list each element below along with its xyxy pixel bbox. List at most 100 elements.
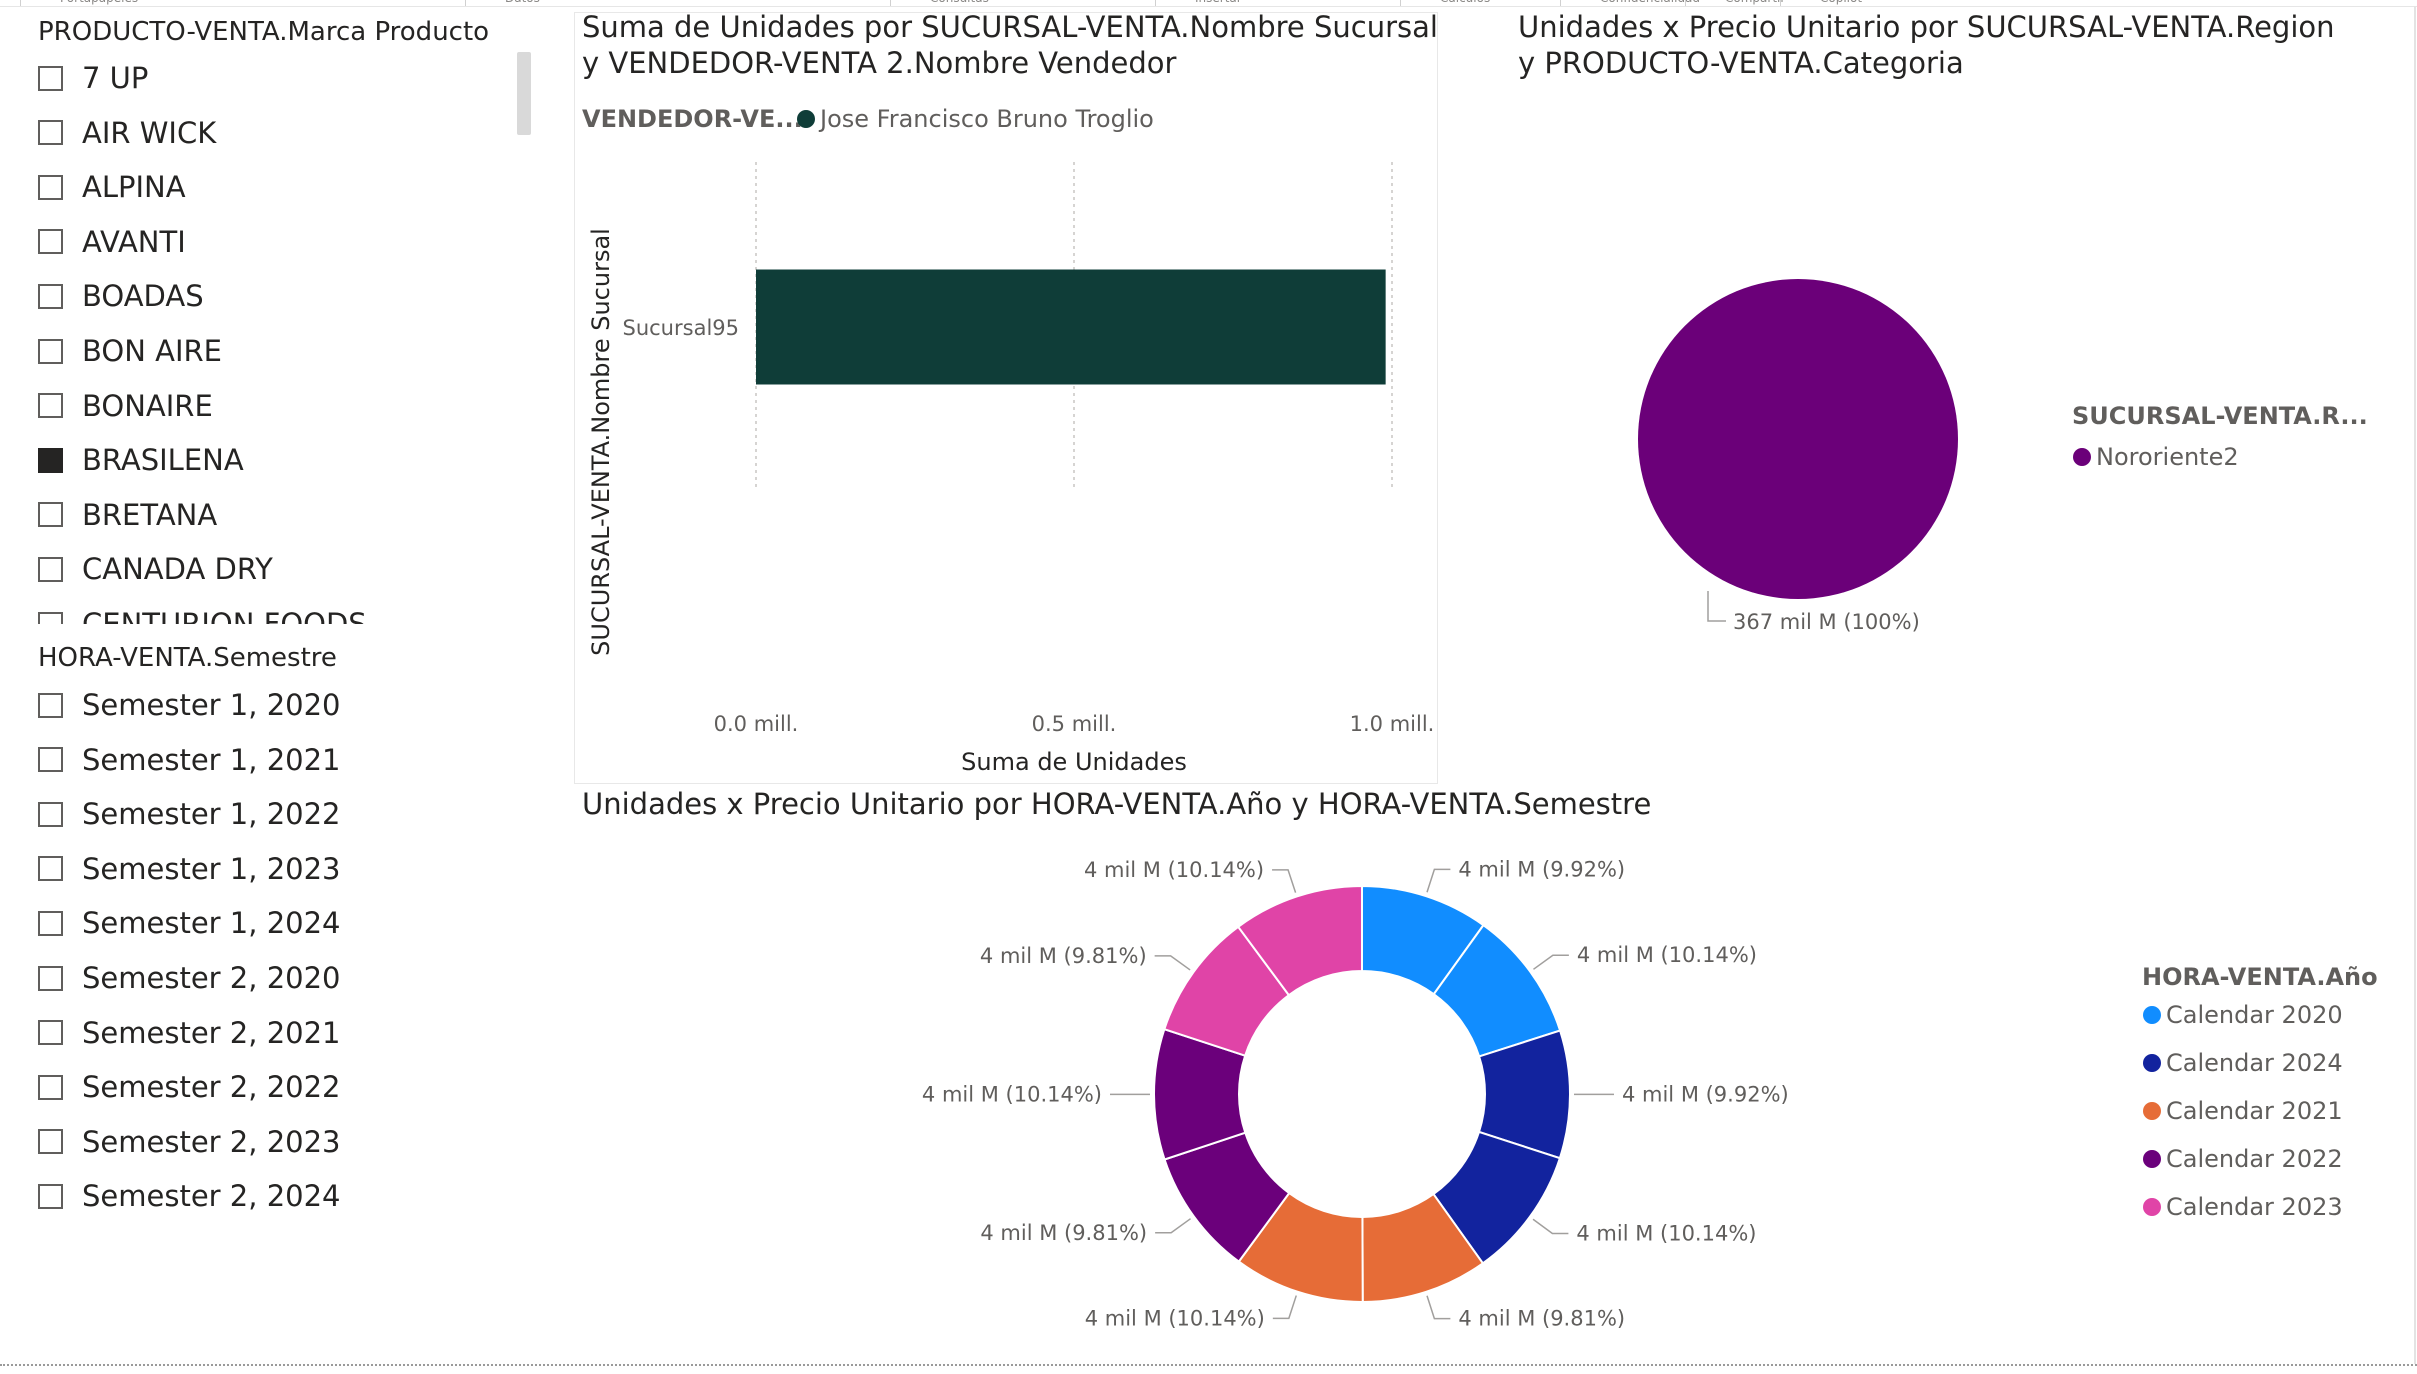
semester-slicer-item[interactable]: Semester 2, 2024 xyxy=(38,1176,341,1216)
semester-slicer-item-label: Semester 2, 2024 xyxy=(82,1179,341,1214)
donut-legend-title: HORA-VENTA.Año xyxy=(2142,963,2378,991)
brand-slicer-item[interactable]: AIR WICK xyxy=(38,113,216,153)
brand-slicer-item[interactable]: BON AIRE xyxy=(38,331,222,371)
donut-legend-label[interactable]: Calendar 2021 xyxy=(2166,1097,2343,1125)
bar-chart[interactable]: VENDEDOR-VE... Jose Francisco Bruno Trogl… xyxy=(574,90,1438,784)
semester-slicer-item[interactable]: Semester 2, 2021 xyxy=(38,1013,341,1053)
semester-slicer-title: HORA-VENTA.Semestre xyxy=(38,643,337,673)
bar-legend-label[interactable]: Jose Francisco Bruno Troglio xyxy=(818,105,1154,133)
ribbon-separator xyxy=(1560,0,1561,6)
donut-legend-label[interactable]: Calendar 2023 xyxy=(2166,1193,2343,1221)
checkbox[interactable] xyxy=(38,174,63,200)
semester-slicer-item-label: Semester 2, 2020 xyxy=(82,961,341,995)
checkbox[interactable] xyxy=(38,447,63,473)
donut-slice[interactable] xyxy=(1236,884,1363,997)
donut-legend-label[interactable]: Calendar 2022 xyxy=(2166,1145,2343,1173)
bar-x-axis-title: Suma de Unidades xyxy=(961,748,1187,776)
bar-y-tick-label: Sucursal95 xyxy=(623,316,740,340)
semester-slicer-item-label: Semester 1, 2023 xyxy=(82,851,341,886)
semester-slicer-item-label: Semester 2, 2023 xyxy=(82,1124,341,1159)
pie-legend-marker xyxy=(2073,448,2091,466)
donut-leader-line xyxy=(1426,868,1451,893)
checkbox[interactable] xyxy=(38,229,63,255)
checkbox[interactable] xyxy=(38,1020,63,1046)
semester-slicer-item[interactable]: Semester 1, 2021 xyxy=(38,740,341,780)
semester-slicer-item[interactable]: Semester 2, 2023 xyxy=(38,1122,341,1162)
semester-slicer-list[interactable]: Semester 1, 2020 Semester 1, 2021 Semester… xyxy=(0,685,520,1225)
semester-slicer-item[interactable]: Semester 2, 2020 xyxy=(38,958,341,998)
brand-slicer-item-label: BON AIRE xyxy=(82,334,222,368)
brand-slicer-item-label: BRETANA xyxy=(82,497,218,532)
bar-y-axis-title: SUCURSAL-VENTA.Nombre Sucursal xyxy=(587,228,615,656)
donut-legend-marker xyxy=(2143,1198,2161,1216)
donut-leader-line xyxy=(1426,1295,1451,1320)
brand-slicer-list[interactable]: 7 UP AIR WICK ALPINA AVANTI BOADAS BON AIRE BO… xyxy=(0,58,520,624)
donut-legend-marker xyxy=(2143,1054,2161,1072)
checkbox[interactable] xyxy=(38,556,63,582)
pie-legend-label[interactable]: Nororiente2 xyxy=(2096,443,2239,471)
donut-data-label: 4 mil M (10.14%) xyxy=(922,1082,1102,1106)
brand-slicer-title: PRODUCTO-VENTA.Marca Producto xyxy=(38,17,490,47)
brand-slicer-item[interactable]: CENTURION FOODS xyxy=(38,604,367,624)
brand-slicer-item-label: AVANTI xyxy=(82,224,186,259)
checkbox[interactable] xyxy=(38,801,63,827)
checkbox[interactable] xyxy=(38,1183,63,1209)
checkbox[interactable] xyxy=(38,692,63,718)
ribbon-separator xyxy=(1780,0,1781,6)
donut-leader-line xyxy=(1533,954,1569,970)
donut-chart[interactable]: 4 mil M (9.92%) 4 mil M (10.14%) 4 mil M (… xyxy=(574,830,2414,1364)
brand-slicer-item[interactable]: BONAIRE xyxy=(38,386,213,426)
semester-slicer-item[interactable]: Semester 1, 2020 xyxy=(38,685,341,725)
semester-slicer-item-label: Semester 2, 2021 xyxy=(82,1015,341,1050)
semester-slicer-item-label: Semester 1, 2021 xyxy=(82,742,341,777)
donut-leader-line xyxy=(1272,869,1297,893)
donut-legend-label[interactable]: Calendar 2024 xyxy=(2166,1049,2343,1077)
donut-legend-marker xyxy=(2143,1150,2161,1168)
checkbox[interactable] xyxy=(38,747,63,773)
checkbox[interactable] xyxy=(38,283,63,309)
brand-slicer-item-label: BOADAS xyxy=(82,279,204,314)
ribbon-strip: Portapapeles Datos Consultas Insertar Cálcul… xyxy=(0,0,2417,7)
ribbon-separator xyxy=(1400,0,1401,6)
semester-slicer-item[interactable]: Semester 2, 2022 xyxy=(38,1067,341,1107)
checkbox[interactable] xyxy=(38,1129,63,1155)
checkbox[interactable] xyxy=(38,502,63,528)
bar-chart-title-line2: y VENDEDOR-VENTA 2.Nombre Vendedor xyxy=(582,46,1177,80)
brand-slicer-item-label: AIR WICK xyxy=(82,115,217,150)
checkbox[interactable] xyxy=(38,910,63,936)
bar-chart-title-line1: Suma de Unidades por SUCURSAL-VENTA.Nomb… xyxy=(582,10,1438,44)
pie-slice[interactable] xyxy=(1638,279,1958,599)
ribbon-separator xyxy=(1685,0,1686,6)
bar-x-tick-label: 0.5 mill. xyxy=(1032,712,1117,736)
checkbox[interactable] xyxy=(38,338,63,364)
bar[interactable] xyxy=(756,269,1386,385)
checkbox[interactable] xyxy=(38,1074,63,1100)
brand-slicer-item-label: CENTURION FOODS xyxy=(82,607,367,624)
semester-slicer-item-label: Semester 1, 2022 xyxy=(82,797,341,832)
checkbox[interactable] xyxy=(38,856,63,882)
bar-chart-frame[interactable] xyxy=(574,12,1438,784)
checkbox[interactable] xyxy=(38,965,63,991)
brand-slicer-item[interactable]: BRASILENA xyxy=(38,440,244,480)
brand-slicer-item[interactable]: ALPINA xyxy=(38,167,186,207)
checkbox[interactable] xyxy=(38,65,63,91)
checkbox[interactable] xyxy=(38,120,63,146)
brand-slicer-item[interactable]: CANADA DRY xyxy=(38,549,273,589)
donut-legend-marker xyxy=(2143,1102,2161,1120)
checkbox[interactable] xyxy=(38,393,63,419)
ribbon-group-label: Portapapeles xyxy=(60,0,138,5)
brand-slicer-scrollbar[interactable] xyxy=(517,52,531,135)
semester-slicer-item[interactable]: Semester 1, 2022 xyxy=(38,794,341,834)
donut-legend-label[interactable]: Calendar 2020 xyxy=(2166,1001,2343,1029)
brand-slicer-item-label: BONAIRE xyxy=(82,388,213,423)
brand-slicer-item[interactable]: BRETANA xyxy=(38,495,217,535)
ribbon-group-label: Insertar xyxy=(1195,0,1242,5)
brand-slicer-item[interactable]: 7 UP xyxy=(38,58,148,98)
brand-slicer-item[interactable]: AVANTI xyxy=(38,222,186,262)
semester-slicer-item[interactable]: Semester 1, 2023 xyxy=(38,849,341,889)
pie-chart[interactable]: 367 mil M (100%) SUCURSAL-VENTA.R... Noror… xyxy=(1500,90,2400,710)
brand-slicer-item[interactable]: BOADAS xyxy=(38,276,204,316)
donut-data-label: 4 mil M (9.81%) xyxy=(980,1221,1147,1245)
checkbox[interactable] xyxy=(38,611,63,624)
semester-slicer-item[interactable]: Semester 1, 2024 xyxy=(38,903,341,943)
